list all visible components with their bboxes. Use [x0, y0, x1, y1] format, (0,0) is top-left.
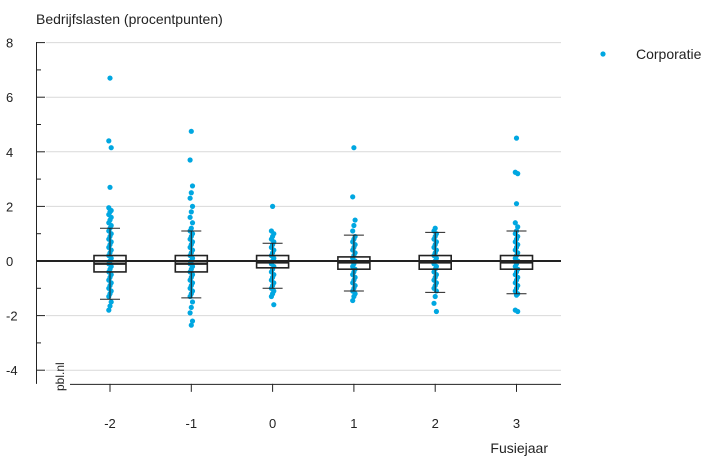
data-point [106, 138, 112, 144]
data-point [108, 145, 114, 151]
x-tick-label: 2 [432, 416, 439, 431]
data-point [187, 195, 193, 201]
data-point [515, 308, 521, 315]
data-point [107, 75, 113, 81]
data-point [188, 190, 194, 196]
boxplots [36, 227, 561, 300]
data-point [350, 228, 356, 234]
data-point [432, 293, 438, 300]
data-point [271, 302, 277, 308]
data-point [106, 307, 112, 313]
data-point [352, 217, 358, 223]
data-point [351, 145, 357, 151]
y-tick-label: -2 [6, 309, 18, 324]
axes: -4 -2 0 2 4 6 8 -2 -1 0 1 2 3 [6, 36, 561, 431]
data-point [189, 220, 196, 226]
data-points [106, 75, 521, 328]
data-point [189, 183, 196, 189]
data-point [188, 304, 194, 311]
data-point [515, 171, 521, 177]
x-tick-label: 1 [350, 416, 357, 431]
data-point [106, 293, 112, 300]
data-point [188, 128, 194, 134]
chart-title: Bedrijfslasten (procentpunten) [36, 11, 223, 27]
data-point [515, 224, 521, 230]
data-point [108, 299, 114, 305]
x-axis-label: Fusiejaar [490, 440, 548, 456]
data-point [431, 300, 437, 306]
data-point [187, 310, 193, 316]
data-point [188, 322, 194, 328]
data-point [513, 135, 520, 141]
data-point [350, 297, 356, 304]
data-point [350, 194, 356, 200]
x-tick-label: 0 [269, 416, 276, 431]
data-point [189, 318, 196, 324]
x-tick-label: 3 [513, 416, 520, 431]
data-point [187, 157, 193, 163]
legend-swatch-corporatie [600, 51, 606, 57]
legend: Corporatie [600, 46, 702, 62]
data-point [513, 201, 520, 207]
data-point [188, 209, 194, 215]
data-point [107, 303, 113, 309]
y-tick-label: 6 [6, 90, 13, 105]
data-point [189, 299, 196, 305]
x-tick-label: -1 [186, 416, 198, 431]
y-tick-label: 0 [6, 254, 13, 269]
y-tick-label: 8 [6, 36, 13, 51]
data-point [433, 308, 439, 315]
y-tick-label: 2 [6, 199, 13, 214]
data-point [512, 220, 518, 226]
source-tag: pbl.nl [53, 362, 67, 391]
gridlines [46, 42, 561, 371]
data-point [107, 184, 113, 190]
data-point [351, 222, 357, 229]
y-tick-label: 4 [6, 145, 13, 160]
y-tick-label: -4 [6, 363, 18, 378]
data-point [268, 293, 274, 300]
data-point [189, 203, 196, 209]
x-tick-label: -2 [104, 416, 116, 431]
data-point [270, 203, 276, 209]
data-point [351, 293, 357, 300]
data-point [187, 214, 193, 220]
legend-label-corporatie: Corporatie [636, 46, 702, 62]
